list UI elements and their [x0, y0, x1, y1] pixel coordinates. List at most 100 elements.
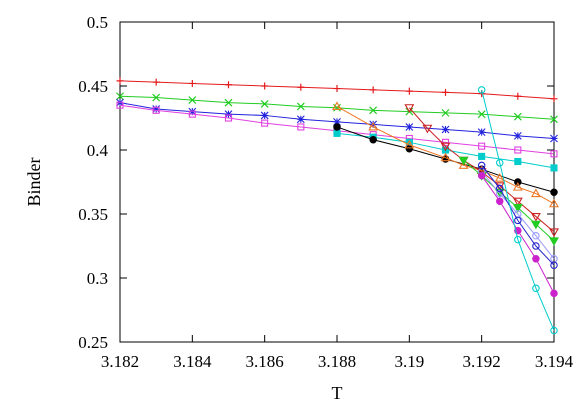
data-point — [369, 120, 378, 129]
data-point — [550, 150, 558, 158]
data-point — [477, 161, 486, 170]
data-point — [530, 220, 541, 230]
data-point — [296, 115, 305, 124]
data-point — [550, 188, 558, 196]
data-point — [550, 95, 558, 103]
data-point — [532, 255, 540, 263]
data-point — [513, 112, 522, 121]
data-point — [333, 123, 341, 131]
data-point — [333, 117, 341, 126]
data-point — [260, 111, 269, 120]
data-point — [514, 178, 522, 186]
y-axis-label: Binder — [24, 158, 44, 207]
x-tick-label: 3.188 — [318, 352, 356, 371]
data-point — [458, 156, 469, 166]
series-2 — [116, 92, 558, 124]
data-point — [188, 96, 197, 105]
data-point — [514, 92, 522, 100]
data-point — [224, 98, 233, 107]
data-point — [550, 134, 558, 143]
data-point — [369, 106, 378, 115]
data-point — [422, 124, 433, 134]
data-point — [514, 216, 522, 225]
series-line — [481, 89, 555, 331]
x-tick-label: 3.194 — [535, 352, 574, 371]
data-point — [478, 152, 486, 160]
data-point — [297, 123, 305, 131]
series-layer — [116, 77, 559, 335]
y-tick-label: 0.45 — [78, 77, 108, 96]
y-axis-ticks: 0.25 0.3 0.35 0.4 0.45 0.5 — [78, 13, 554, 352]
series-11 — [477, 171, 558, 298]
data-point — [549, 228, 559, 238]
x-tick-label: 3.182 — [101, 352, 139, 371]
data-point — [261, 82, 269, 90]
data-point — [477, 86, 486, 94]
series-12 — [477, 161, 558, 269]
data-point — [152, 93, 161, 102]
y-tick-label: 0.5 — [87, 13, 108, 32]
data-point — [332, 101, 342, 111]
data-point — [550, 261, 558, 269]
x-axis-ticks: 3.182 3.184 3.186 3.188 3.19 3.192 3.194 — [101, 22, 574, 371]
data-point — [369, 86, 377, 94]
data-point — [224, 114, 233, 122]
data-point — [152, 78, 160, 86]
x-tick-label: 3.184 — [173, 352, 212, 371]
data-point — [514, 235, 522, 244]
data-point — [405, 144, 414, 153]
data-point — [512, 204, 523, 213]
data-point — [514, 157, 522, 166]
data-point — [116, 77, 124, 85]
x-tick-label: 3.192 — [463, 352, 501, 371]
x-tick-label: 3.19 — [394, 352, 424, 371]
data-point — [513, 132, 522, 140]
data-point — [495, 197, 504, 205]
data-point — [296, 102, 305, 111]
data-point — [116, 92, 124, 101]
data-point — [514, 146, 522, 154]
data-point — [224, 110, 233, 119]
data-point — [188, 110, 196, 118]
data-point — [477, 171, 486, 180]
data-point — [297, 83, 305, 91]
data-point — [477, 128, 486, 136]
data-point — [532, 284, 540, 292]
data-point — [260, 99, 269, 108]
data-point — [549, 198, 559, 208]
data-point — [333, 85, 341, 93]
data-point — [369, 136, 377, 144]
y-tick-label: 0.4 — [87, 141, 109, 160]
data-point — [550, 289, 558, 298]
x-tick-label: 3.186 — [246, 352, 284, 371]
y-tick-label: 0.35 — [78, 205, 108, 224]
data-point — [116, 101, 124, 109]
data-point — [261, 119, 269, 127]
data-point — [512, 182, 523, 191]
data-point — [152, 106, 160, 114]
data-point — [225, 81, 232, 89]
data-point — [532, 232, 540, 240]
y-tick-label: 0.3 — [87, 269, 108, 288]
data-point — [494, 173, 505, 182]
data-point — [440, 152, 451, 162]
data-point — [441, 138, 450, 146]
data-point — [440, 142, 451, 152]
data-point — [405, 87, 413, 95]
data-point — [404, 139, 415, 149]
data-point — [152, 105, 161, 113]
data-point — [477, 110, 486, 119]
data-point — [404, 104, 415, 113]
data-point — [333, 103, 341, 112]
data-point — [441, 108, 450, 117]
data-point — [530, 188, 541, 198]
series-line — [481, 175, 555, 294]
x-axis-label: T — [332, 383, 343, 403]
data-point — [333, 129, 341, 137]
data-point — [441, 125, 450, 134]
data-point — [188, 79, 196, 87]
y-tick-label: 0.25 — [78, 333, 108, 352]
data-point — [550, 115, 558, 124]
data-point — [530, 213, 541, 222]
